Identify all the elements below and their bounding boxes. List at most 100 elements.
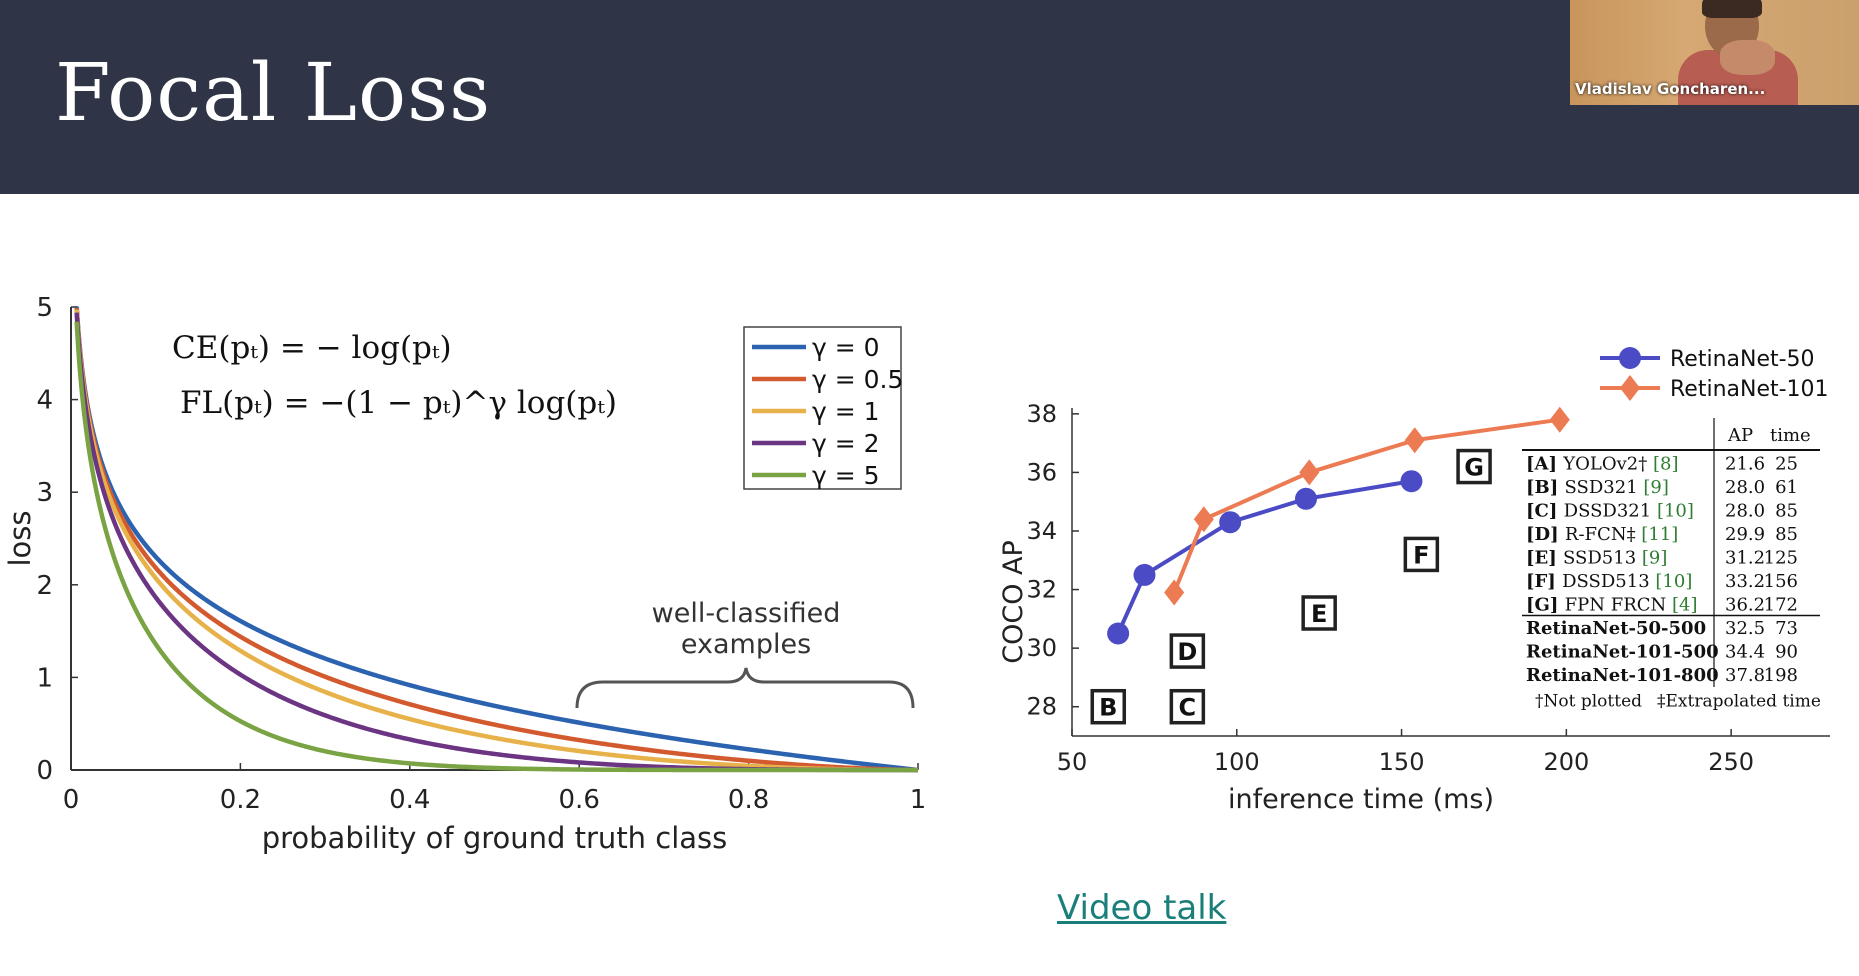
webcam-person-hair bbox=[1702, 0, 1762, 18]
retinanet-50-point bbox=[1107, 622, 1130, 645]
y-tick-label: 28 bbox=[1026, 693, 1057, 721]
series-line bbox=[1172, 417, 1561, 594]
slide-header: Focal Loss bbox=[0, 0, 1859, 194]
y-tick-label: 3 bbox=[36, 478, 53, 508]
legend-label: γ = 0.5 bbox=[812, 365, 903, 394]
formula-fl: FL(pₜ) = −(1 − pₜ)^γ log(pₜ) bbox=[180, 385, 617, 421]
y-tick-label: 4 bbox=[36, 386, 53, 416]
legend-box bbox=[743, 326, 902, 490]
table-row-time: 25 bbox=[1775, 454, 1798, 475]
table-row-time: 90 bbox=[1775, 642, 1798, 663]
x-tick-label: 0.2 bbox=[220, 785, 261, 815]
table-row-time: 85 bbox=[1775, 501, 1798, 522]
x-tick-label: 0.8 bbox=[728, 785, 769, 815]
x-tick-label: 50 bbox=[1057, 748, 1088, 776]
annotation-brace bbox=[575, 667, 915, 709]
retinanet-101-point bbox=[1549, 406, 1570, 433]
table-row-time: 172 bbox=[1764, 595, 1798, 616]
table-row-ap: 32.5 bbox=[1725, 618, 1765, 639]
curve-0-5-line bbox=[74, 307, 919, 773]
table-row-method: RetinaNet-101-800 bbox=[1526, 665, 1719, 686]
table-header-ap: AP bbox=[1727, 425, 1753, 446]
method-point-label: C bbox=[1179, 694, 1197, 722]
table-row-method: [B] SSD321 [9] bbox=[1526, 477, 1669, 498]
method-point-label: B bbox=[1099, 694, 1117, 722]
retinanet-50-point bbox=[1294, 487, 1317, 510]
legend-label: γ = 2 bbox=[812, 429, 880, 458]
annotation-line-2: examples bbox=[681, 629, 811, 660]
table-row-method: [E] SSD513 [9] bbox=[1526, 548, 1667, 569]
table-row-method: [D] R-FCN‡ [11] bbox=[1526, 524, 1678, 545]
y-tick-label: 0 bbox=[36, 756, 53, 786]
table-row-ap: 36.2 bbox=[1725, 595, 1765, 616]
method-point-box bbox=[1090, 688, 1127, 725]
legend-label: γ = 0 bbox=[812, 333, 880, 362]
table-row-method: [F] DSSD513 [10] bbox=[1526, 571, 1692, 592]
x-tick-label: 100 bbox=[1214, 748, 1260, 776]
y-tick-label: 34 bbox=[1026, 517, 1057, 545]
table-row-method: [A] YOLOv2† [8] bbox=[1526, 454, 1678, 475]
participant-name: Vladislav Goncharen... bbox=[1575, 80, 1766, 98]
table-row-time: 198 bbox=[1764, 665, 1798, 686]
table-row-ap: 31.2 bbox=[1725, 548, 1765, 569]
retinanet-50-point bbox=[1219, 511, 1242, 534]
table-row-time: 125 bbox=[1764, 548, 1798, 569]
annotation-line-1: well-classified bbox=[652, 598, 841, 629]
table-row-ap: 29.9 bbox=[1725, 524, 1765, 545]
x-axis-label: probability of ground truth class bbox=[262, 821, 728, 855]
webcam-tile[interactable]: Vladislav Goncharen... bbox=[1570, 0, 1859, 105]
video-talk-link[interactable]: Video talk bbox=[1057, 888, 1227, 928]
y-axis-label: COCO AP bbox=[998, 540, 1029, 664]
table-row-ap: 28.0 bbox=[1725, 501, 1765, 522]
table-footnote-2: ‡Extrapolated time bbox=[1657, 692, 1821, 712]
legend-label: γ = 1 bbox=[812, 397, 880, 426]
table-row-time: 73 bbox=[1775, 618, 1798, 639]
x-axis-label: inference time (ms) bbox=[1228, 784, 1494, 815]
table-row-method: [G] FPN FRCN [4] bbox=[1526, 595, 1698, 616]
focal-loss-chart: 0 0.2 0.4 0.6 0.8 1 0 1 2 3 4 5 probability of groun… bbox=[3, 293, 927, 855]
y-tick-label: 32 bbox=[1026, 576, 1057, 604]
legend-marker bbox=[1619, 347, 1641, 369]
x-tick-label: 0.6 bbox=[559, 785, 600, 815]
y-tick-label: 36 bbox=[1026, 458, 1057, 486]
webcam-person-hands bbox=[1720, 40, 1775, 75]
table-row-method: [C] DSSD321 [10] bbox=[1526, 501, 1694, 522]
speed-accuracy-chart: 50 100 150 200 250 28 30 32 34 36 38 inference time… bbox=[998, 347, 1830, 815]
retinanet-101-point bbox=[1299, 459, 1320, 486]
x-tick-label: 200 bbox=[1543, 748, 1589, 776]
table-row-method: RetinaNet-50-500 bbox=[1526, 618, 1706, 639]
table-row-ap: 21.6 bbox=[1725, 454, 1765, 475]
y-tick-label: 5 bbox=[36, 293, 53, 323]
x-tick-label: 250 bbox=[1708, 748, 1754, 776]
table-row-time: 85 bbox=[1775, 524, 1798, 545]
x-tick-label: 150 bbox=[1379, 748, 1425, 776]
table-row-ap: 34.4 bbox=[1725, 642, 1765, 663]
y-tick-label: 30 bbox=[1026, 634, 1057, 662]
curve-0-line bbox=[74, 306, 919, 773]
y-axis-label: loss bbox=[3, 510, 37, 566]
method-point-label: G bbox=[1464, 454, 1484, 482]
method-point-label: D bbox=[1177, 638, 1197, 666]
legend-label: RetinaNet-101 bbox=[1670, 377, 1829, 402]
y-tick-label: 1 bbox=[36, 663, 53, 693]
retinanet-101-point bbox=[1404, 427, 1425, 454]
series-line bbox=[1116, 479, 1412, 635]
table-row-ap: 37.8 bbox=[1725, 665, 1765, 686]
retinanet-101-point bbox=[1193, 506, 1214, 533]
curve-5-line bbox=[74, 321, 918, 773]
table-row-method: RetinaNet-101-500 bbox=[1526, 642, 1719, 663]
y-tick-label: 38 bbox=[1026, 400, 1057, 428]
method-point-label: E bbox=[1311, 600, 1327, 628]
x-tick-label: 1 bbox=[910, 785, 927, 815]
y-tick-label: 2 bbox=[36, 571, 53, 601]
retinanet-50-point bbox=[1400, 470, 1423, 493]
table-row-time: 61 bbox=[1775, 477, 1798, 498]
table-header-time: time bbox=[1770, 425, 1811, 446]
method-point-box bbox=[1456, 448, 1492, 485]
curve-1-line bbox=[74, 309, 918, 773]
method-point-box bbox=[1169, 633, 1206, 669]
method-point-box bbox=[1169, 688, 1206, 725]
formula-ce: CE(pₜ) = − log(pₜ) bbox=[172, 330, 452, 366]
method-point-box bbox=[1301, 595, 1337, 631]
x-tick-label: 0 bbox=[63, 785, 80, 815]
